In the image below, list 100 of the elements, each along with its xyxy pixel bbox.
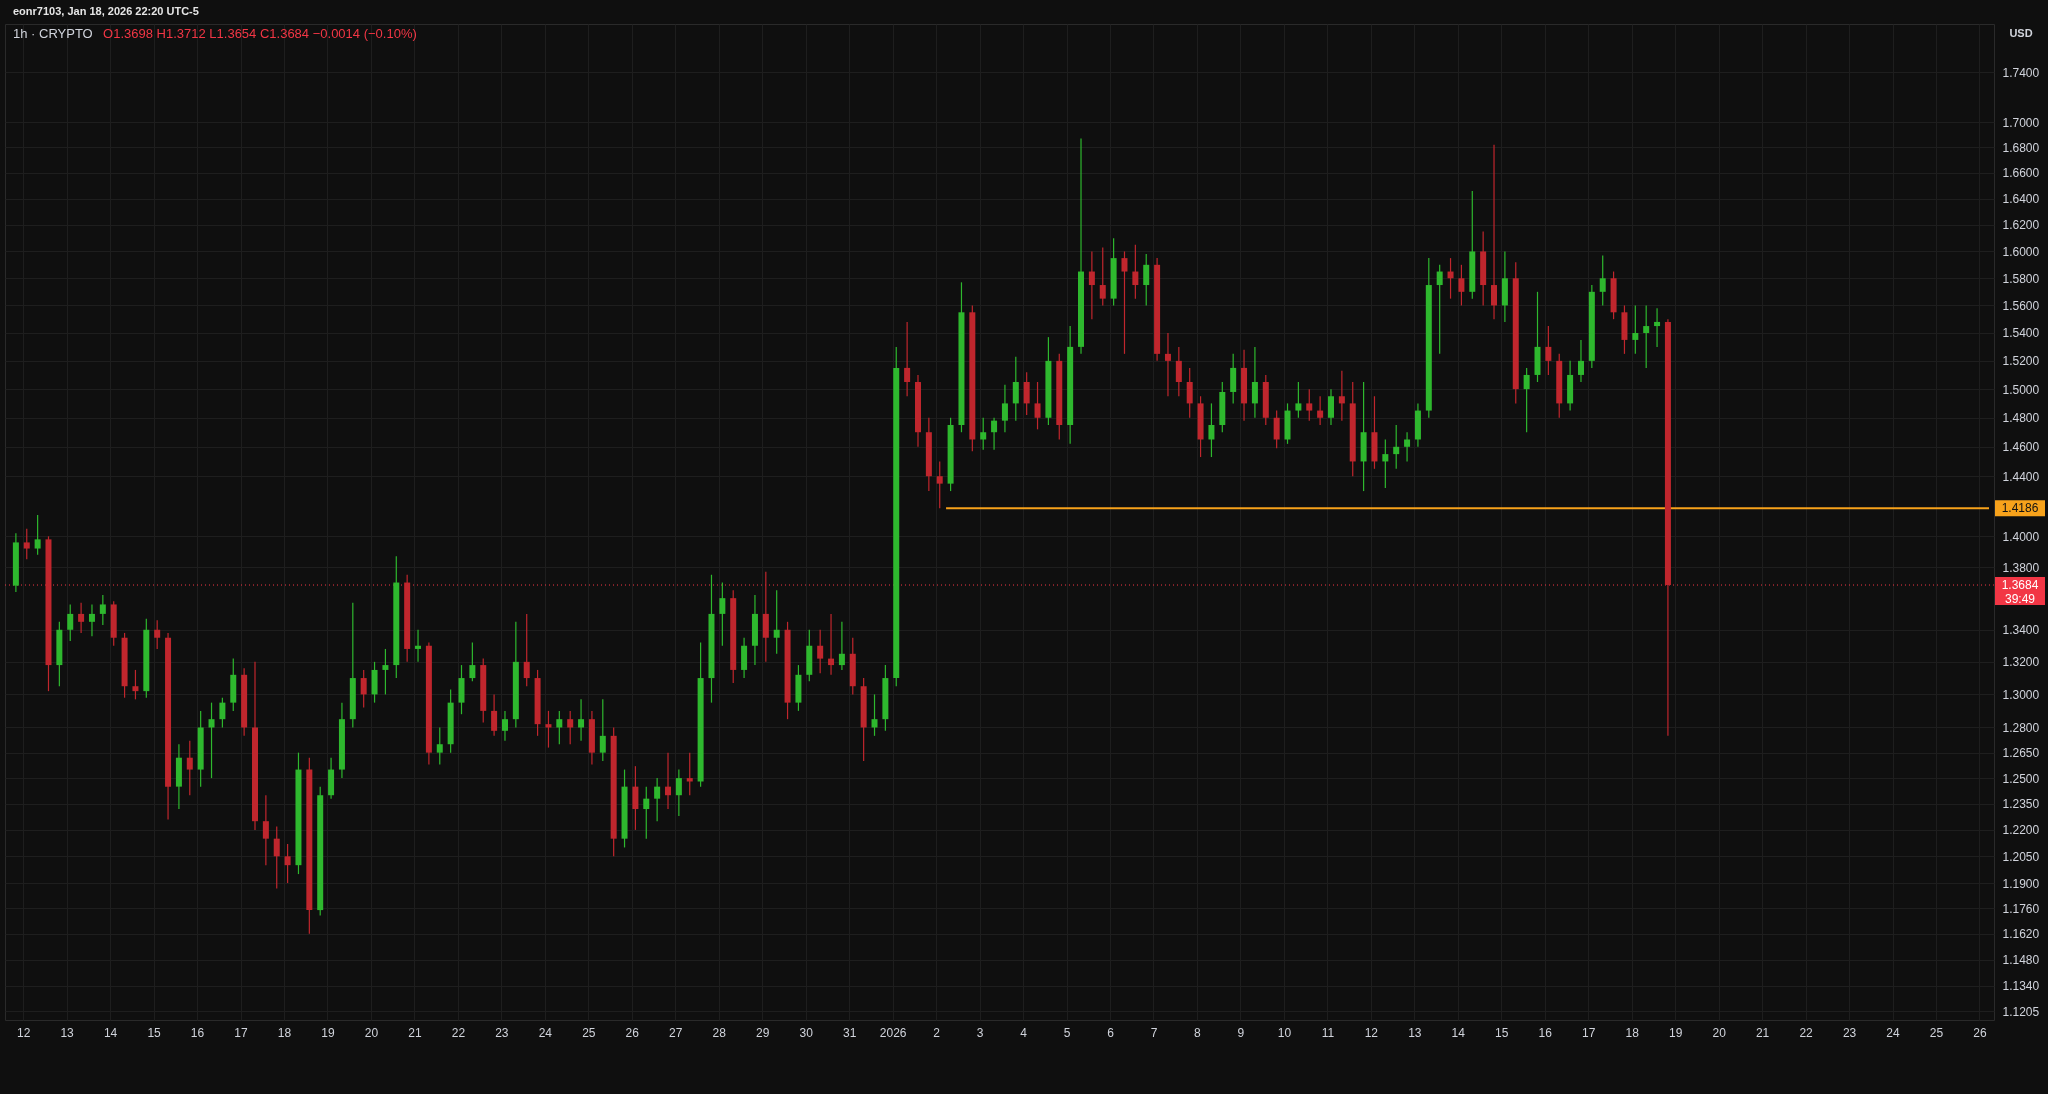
candlestick (838, 621, 845, 671)
candlestick (186, 740, 193, 796)
y-tick-label: 1.4400 (2002, 469, 2040, 484)
candlestick (1338, 370, 1345, 422)
candlestick (578, 698, 585, 742)
candlestick (1436, 264, 1443, 355)
candlestick (675, 768, 682, 817)
x-tick-label: 29 (756, 1025, 770, 1040)
candlestick (436, 726, 443, 766)
candlestick (1317, 395, 1324, 426)
candlestick (23, 528, 30, 560)
x-tick-label: 12 (1364, 1025, 1379, 1040)
x-tick-label: 19 (1668, 1025, 1683, 1040)
candlestick (154, 619, 161, 650)
x-tick-label: 12 (16, 1025, 31, 1040)
y-tick-label: 1.5000 (2002, 382, 2040, 397)
x-tick-label: 10 (1277, 1025, 1292, 1040)
candlestick (643, 786, 650, 840)
candlestick (719, 581, 726, 647)
x-tick-label: 4 (1020, 1025, 1028, 1040)
candlestick (545, 710, 552, 749)
y-tick-label: 1.3400 (2002, 623, 2040, 638)
x-tick-label: 14 (103, 1025, 118, 1040)
candlestick (1001, 384, 1008, 433)
x-tick-label: 22 (451, 1025, 466, 1040)
candlestick (1143, 253, 1150, 307)
candlestick (1643, 304, 1650, 369)
candlestick (686, 752, 693, 796)
candlestick (208, 702, 215, 779)
y-tick-label: 1.5600 (2002, 298, 2040, 313)
candlestick (665, 752, 672, 810)
candlestick (1327, 388, 1334, 426)
candlestick (1088, 250, 1095, 320)
y-tick-label: 1.3200 (2002, 655, 2040, 670)
y-tick-label: 1.5800 (2002, 271, 2040, 286)
x-tick-label: 17 (1582, 1025, 1596, 1040)
y-tick-label: 1.2500 (2002, 771, 2040, 786)
candlestick (1295, 381, 1302, 419)
candlestick (1545, 325, 1552, 376)
candlestick (1404, 431, 1411, 463)
candlestick (904, 321, 911, 397)
y-tick-label: 1.4800 (2002, 411, 2040, 426)
x-tick-label: 22 (1799, 1025, 1814, 1040)
candlestick (382, 648, 389, 696)
y-tick-label: 1.6000 (2002, 244, 2040, 259)
candlestick (1186, 367, 1193, 419)
x-tick-label: 16 (1538, 1025, 1553, 1040)
x-tick-label: 23 (495, 1025, 509, 1040)
candlestick (599, 698, 606, 762)
candlestick (1164, 332, 1171, 397)
y-tick-label: 1.1480 (2002, 953, 2040, 968)
y-tick-label: 1.7400 (2002, 65, 2040, 80)
x-tick-label: 2 (933, 1025, 941, 1040)
y-tick-label: 1.7000 (2002, 115, 2040, 130)
candlestick (936, 460, 943, 509)
x-tick-label: 20 (1712, 1025, 1727, 1040)
y-tick-label: 1.1205 (2002, 1004, 2040, 1019)
y-tick-label: 1.6200 (2002, 218, 2040, 233)
y-tick-label: 1.2200 (2002, 823, 2040, 838)
x-tick-label: 23 (1842, 1025, 1857, 1040)
chart-subtitle: O1.3698 H1.3712 L1.3654 C1.3684 −0.0014 (−0.10%) (103, 26, 417, 41)
chart-title: 1h · CRYPTO (13, 26, 93, 41)
text: 39:49 (2004, 591, 2036, 606)
x-tick-label: 26 (625, 1025, 640, 1040)
x-tick-label: 24 (538, 1025, 553, 1040)
x-tick-label: 5 (1063, 1025, 1071, 1040)
x-tick-label: 30 (799, 1025, 814, 1040)
x-tick-label: 15 (1495, 1025, 1509, 1040)
candlestick (1577, 339, 1584, 383)
y-tick-label: 1.1340 (2002, 979, 2040, 994)
candlestick (654, 777, 661, 822)
x-tick-label: 8 (1194, 1025, 1202, 1040)
candlestick (88, 603, 95, 637)
x-tick-label: 24 (1886, 1025, 1901, 1040)
candlestick (273, 825, 280, 890)
candlestick (415, 629, 422, 663)
x-tick-label: 21 (408, 1025, 422, 1040)
y-tick-label: 1.6600 (2002, 166, 2040, 181)
y-tick-label: 1.1900 (2002, 876, 2040, 891)
y-tick-label: 1.5400 (2002, 326, 2040, 341)
x-tick-label: 19 (321, 1025, 335, 1040)
x-tick-label: 27 (669, 1025, 683, 1040)
candlestick (1121, 250, 1128, 355)
y-tick-label: 1.2650 (2002, 746, 2040, 761)
text: eonr7103, Jan 18, 2026 22:20 UTC-5 (13, 5, 199, 17)
x-tick-label: 21 (1755, 1025, 1770, 1040)
x-tick-label: 6 (1107, 1025, 1115, 1040)
x-tick-label: 18 (1625, 1025, 1640, 1040)
candlestick (1393, 424, 1400, 470)
x-tick-label: 26 (1973, 1025, 1987, 1040)
x-tick-label: 13 (1408, 1025, 1422, 1040)
candlestick (1099, 246, 1106, 307)
y-axis-title: USD (2009, 27, 2033, 39)
y-tick-label: 1.2800 (2002, 720, 2040, 735)
candlestick (219, 697, 226, 729)
y-tick-label: 1.1760 (2002, 901, 2040, 916)
x-tick-label: 31 (842, 1025, 857, 1040)
candlestick (762, 571, 769, 663)
candlestick (567, 710, 574, 745)
y-tick-label: 1.5200 (2002, 354, 2040, 369)
